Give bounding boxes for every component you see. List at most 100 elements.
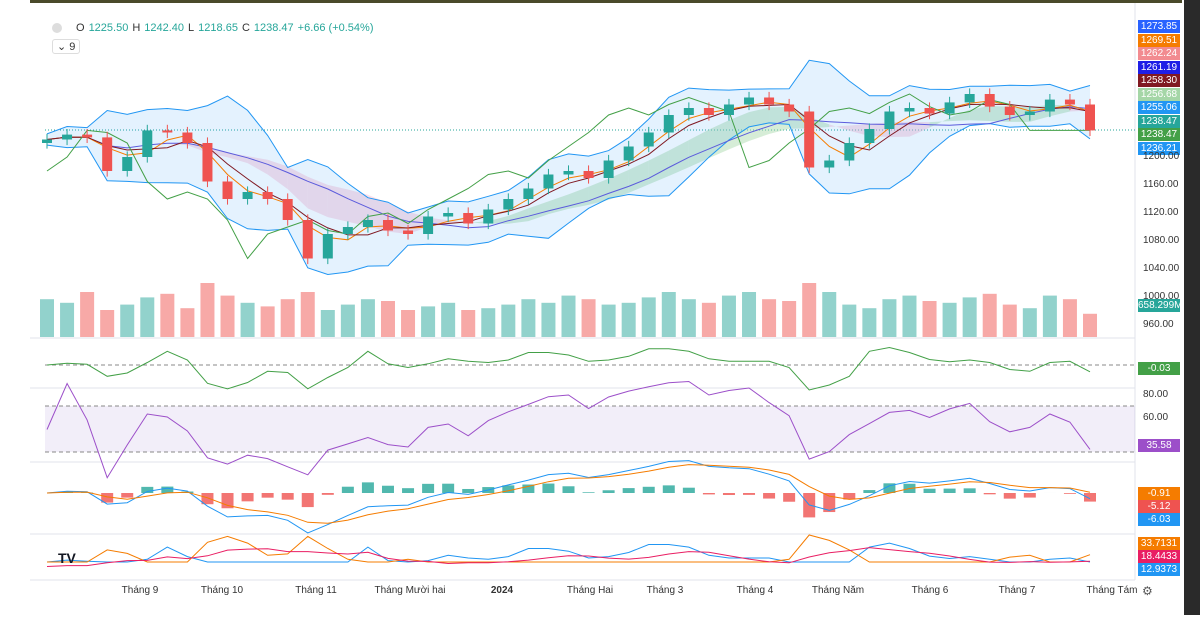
macd-histogram-bar (863, 490, 875, 493)
volume-bar (963, 297, 977, 337)
candle-body (564, 171, 574, 175)
macd-histogram-bar (262, 493, 274, 498)
macd-histogram-bar (984, 493, 996, 494)
low-label: L (188, 22, 194, 34)
volume-bar (261, 306, 275, 337)
candle-body (1025, 112, 1035, 116)
macd-histogram-bar (924, 489, 936, 493)
candle-body (383, 220, 393, 231)
indicators-toggle[interactable]: ⌄ 9 (52, 39, 80, 54)
price-axis-label: 1120.00 (1143, 207, 1178, 218)
candle-body (1005, 107, 1015, 115)
macd-histogram-bar (462, 489, 474, 493)
volume-tag: 658.299M (1138, 299, 1180, 312)
volume-bar (140, 297, 154, 337)
macd-tag: -6.03 (1138, 513, 1180, 526)
volume-bar (301, 292, 315, 337)
volume-bar (200, 283, 214, 337)
candle-body (283, 199, 293, 220)
macd-histogram-bar (1024, 493, 1036, 498)
candle-body (1065, 100, 1075, 105)
candle-body (82, 135, 92, 138)
volume-bar (822, 292, 836, 337)
candle-body (1085, 105, 1095, 131)
macd-histogram-bar (302, 493, 314, 507)
macd-histogram-bar (402, 488, 414, 493)
candle-body (925, 108, 935, 114)
macd-histogram-bar (542, 484, 554, 493)
candle-body (42, 140, 52, 144)
candle-body (744, 98, 754, 105)
volume-bar (381, 301, 395, 337)
candle-body (764, 98, 774, 105)
volume-bar (401, 310, 415, 337)
macd-histogram-bar (362, 482, 374, 493)
time-axis-label: Tháng Năm (812, 585, 864, 596)
time-axis-label: Tháng Mười hai (374, 585, 445, 596)
candle-body (343, 227, 353, 234)
volume-bar (943, 303, 957, 337)
volume-bar (682, 299, 696, 337)
macd-histogram-bar (783, 493, 795, 502)
candle-body (303, 220, 313, 259)
candle-body (142, 130, 152, 157)
candle-body (243, 192, 253, 199)
macd-histogram-bar (623, 488, 635, 493)
macd-tag: -0.91 (1138, 487, 1180, 500)
macd-histogram-bar (743, 493, 755, 495)
candle-body (664, 115, 674, 133)
candle-body (403, 231, 413, 235)
open-value: 1225.50 (89, 22, 129, 34)
price-tag: 1258.30 (1138, 74, 1180, 87)
volume-bar (241, 303, 255, 337)
candle-body (523, 189, 533, 200)
volume-bar (1083, 314, 1097, 337)
macd-histogram-bar (161, 487, 173, 493)
symbol-icon[interactable] (52, 23, 62, 33)
volume-bar (60, 303, 74, 337)
candle-body (965, 94, 975, 102)
macd-histogram-bar (242, 493, 254, 501)
dmi-tag: 12.9373 (1138, 563, 1180, 576)
price-tag: 1238.47 (1138, 128, 1180, 141)
time-axis-label: Tháng 4 (737, 585, 774, 596)
settings-gear-icon[interactable]: ⚙ (1142, 584, 1153, 598)
candle-body (724, 105, 734, 116)
candle-body (223, 182, 233, 200)
dmi-tag: 33.7131 (1138, 537, 1180, 550)
candle-body (945, 102, 955, 113)
candle-body (323, 234, 333, 259)
candle-body (202, 143, 212, 182)
candle-body (503, 199, 513, 210)
volume-bar (1003, 305, 1017, 337)
volume-bar (923, 301, 937, 337)
candle-body (1045, 100, 1055, 112)
macd-histogram-bar (121, 493, 133, 498)
volume-bar (1043, 296, 1057, 337)
time-axis-label: Tháng Tám (1087, 585, 1138, 596)
time-axis-label: Tháng 11 (295, 585, 337, 596)
macd-histogram-bar (663, 485, 675, 493)
volume-bar (461, 310, 475, 337)
volume-bar (421, 306, 435, 337)
price-tag: 1238.47 (1138, 115, 1180, 128)
volume-bar (562, 296, 576, 337)
price-tag: 1256.68 (1138, 88, 1180, 101)
price-tag: 1261.19 (1138, 61, 1180, 74)
time-axis-label: Tháng 10 (201, 585, 243, 596)
macd-histogram-bar (342, 487, 354, 493)
volume-bar (742, 292, 756, 337)
tradingview-logo[interactable]: TV (58, 550, 76, 566)
volume-bar (221, 296, 235, 337)
candle-body (624, 147, 634, 161)
change-value: +6.66 (+0.54%) (298, 22, 374, 34)
oscillator-line (47, 348, 1090, 391)
candle-body (844, 143, 854, 161)
macd-histogram-bar (763, 493, 775, 499)
volume-bar (862, 308, 876, 337)
macd-histogram-bar (583, 492, 595, 493)
candle-body (463, 213, 473, 224)
macd-histogram-bar (563, 486, 575, 493)
close-label: C (242, 22, 250, 34)
